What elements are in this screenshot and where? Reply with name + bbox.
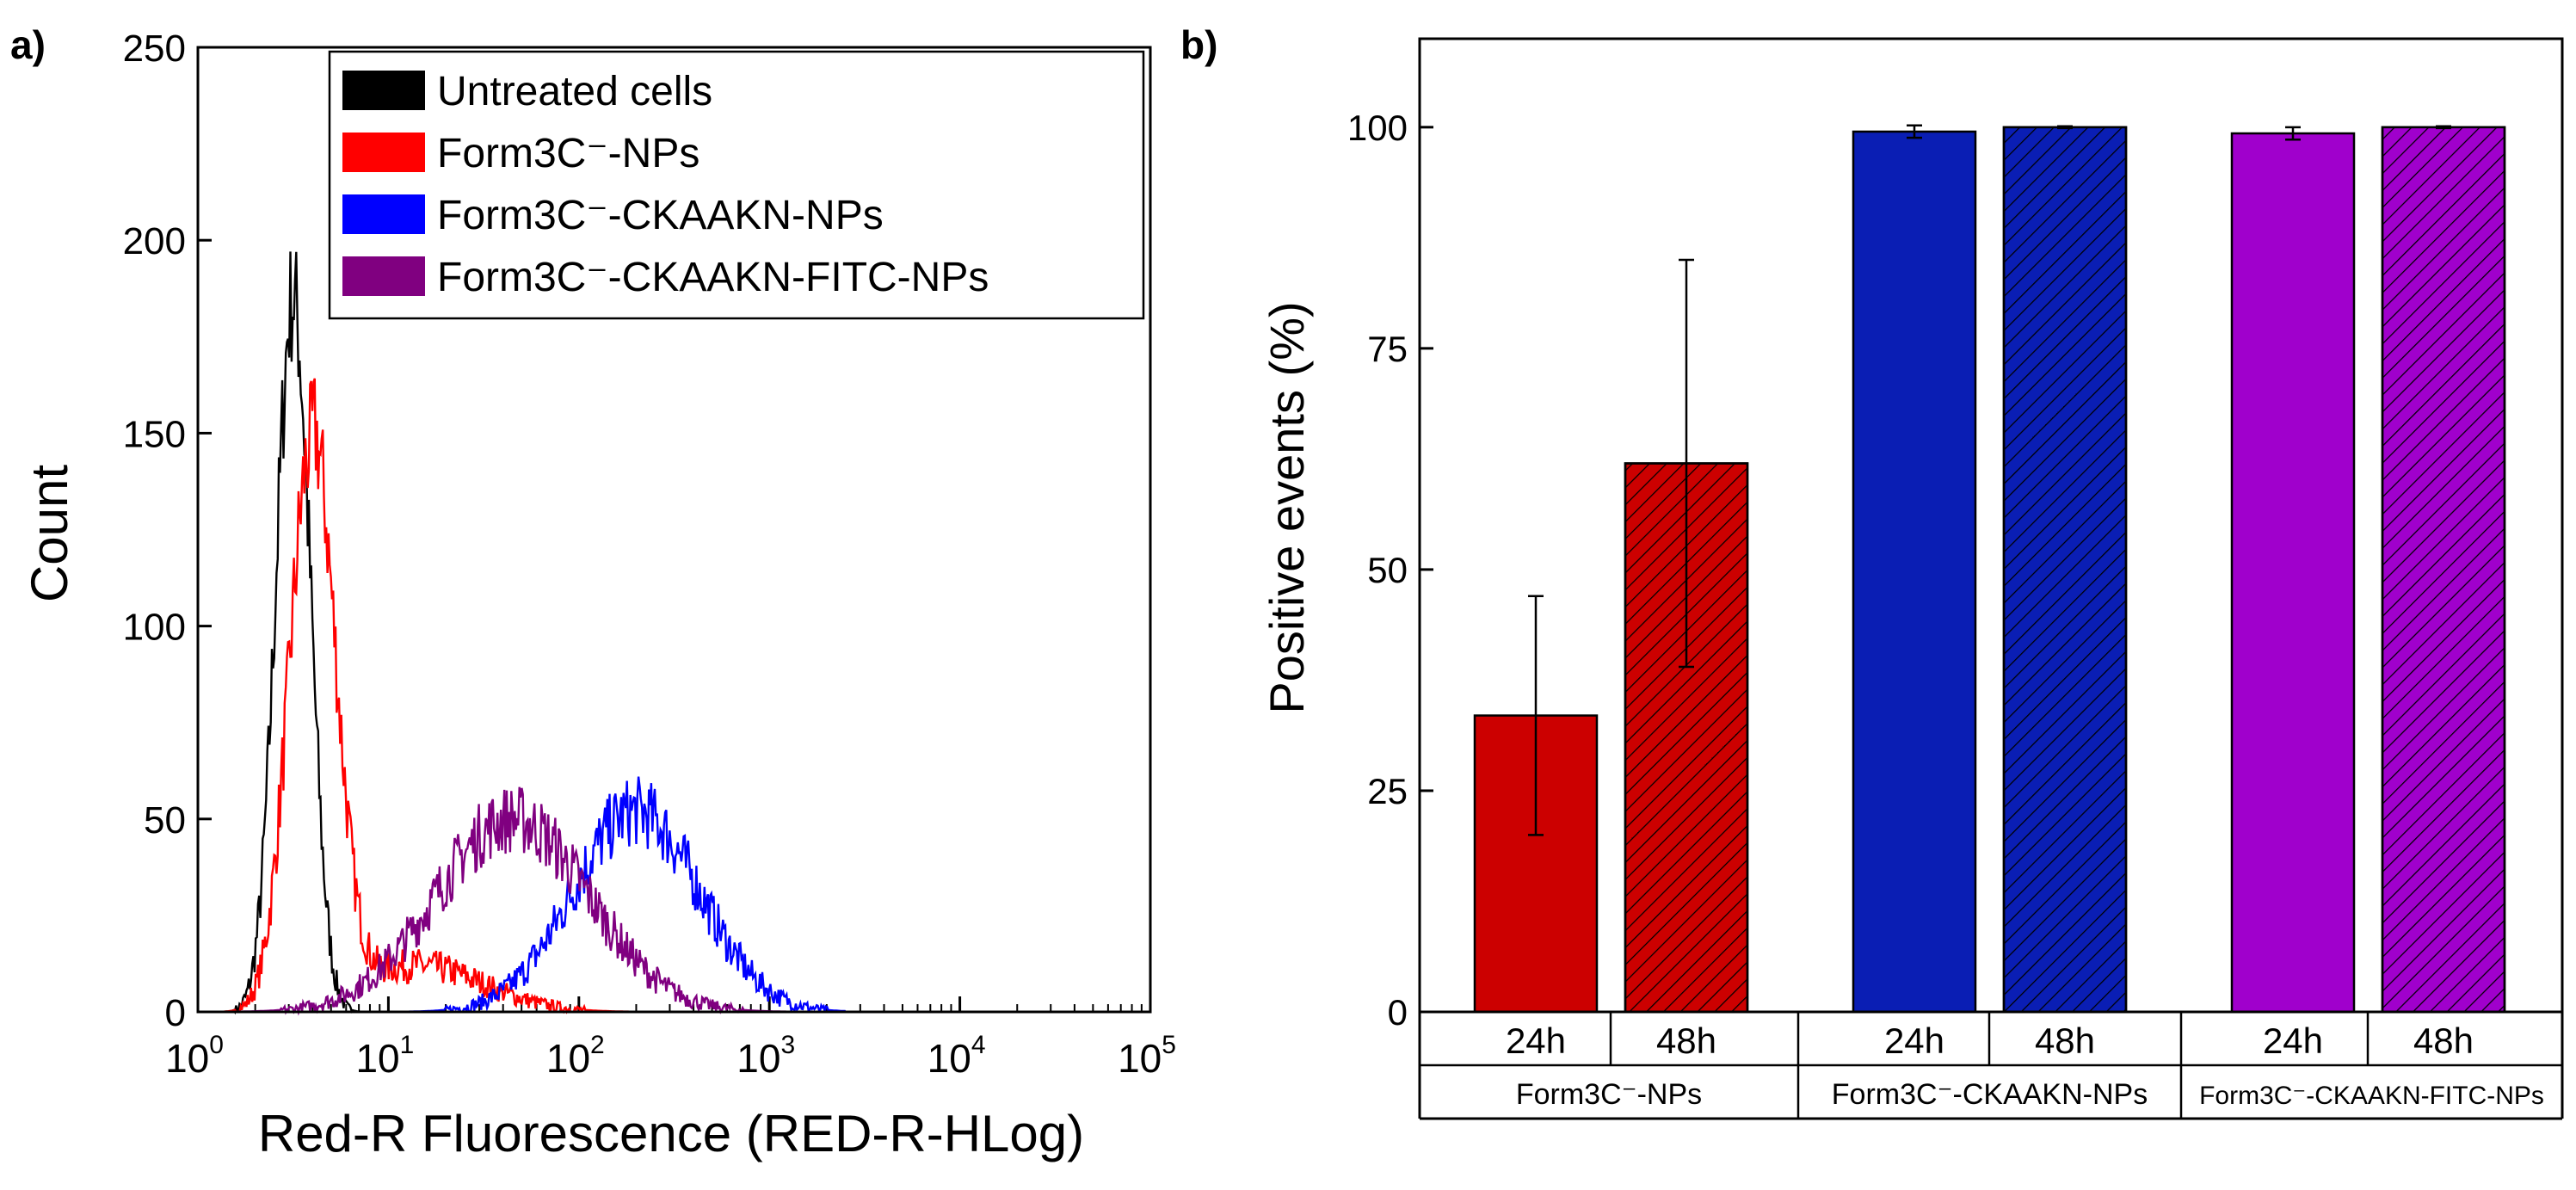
bar-category-table: 24h 48h 24h 48h 24h 48h Form3C⁻-NPs Form3C⁻-CKA… — [1418, 1012, 2564, 1120]
bar-plot-frame — [1418, 37, 2564, 1014]
histogram-y-tick-label: 200 — [123, 220, 186, 262]
histogram-x-ticks: 100 101 102 103 104 105 — [165, 996, 1176, 1081]
bar-time-label: 48h — [2413, 1020, 2474, 1061]
panel-label-b: b) — [1180, 22, 1217, 67]
histogram-legend-swatch — [342, 133, 425, 172]
histogram-y-tick-label: 150 — [123, 413, 186, 455]
histogram-series — [198, 251, 846, 1016]
histogram-legend-swatch — [342, 194, 425, 234]
bar-group-label: Form3C⁻-CKAAKN-FITC-NPs — [2199, 1082, 2544, 1110]
bar-time-label: 48h — [2035, 1020, 2095, 1061]
bar-y-ticks: 0 25 50 75 100 — [1347, 108, 1433, 1033]
histogram-legend-label: Form3C⁻-CKAAKN-FITC-NPs — [437, 255, 989, 300]
histogram-chart: 0 50 100 150 200 250 100 101 102 103 104 105 Untre… — [21, 28, 1176, 1162]
bar-y-tick-label: 0 — [1388, 992, 1408, 1033]
histogram-x-tick-label: 100 — [165, 1031, 224, 1081]
bar-series — [1473, 124, 2506, 1014]
bar-hatch — [2002, 126, 2128, 1014]
bar-time-label: 24h — [1884, 1020, 1944, 1061]
histogram-legend-label: Form3C⁻-NPs — [437, 131, 699, 176]
histogram-series-line — [198, 378, 846, 1014]
histogram-x-axis-label: Red-R Fluorescence (RED-R-HLog) — [258, 1105, 1084, 1162]
bar-hatch — [2381, 126, 2506, 1014]
histogram-series-line — [198, 786, 846, 1016]
histogram-y-tick-label: 0 — [165, 992, 186, 1034]
bar-y-tick-label: 25 — [1367, 771, 1408, 811]
bar-time-label: 48h — [1656, 1020, 1716, 1061]
histogram-legend-swatch — [342, 71, 425, 110]
histogram-series-line — [198, 776, 846, 1014]
histogram-y-tick-label: 50 — [144, 799, 186, 842]
bar-y-tick-label: 75 — [1367, 329, 1408, 369]
bar — [1852, 130, 1977, 1014]
histogram-y-tick-label: 250 — [123, 28, 186, 70]
histogram-legend-label: Form3C⁻-CKAAKN-NPs — [437, 193, 884, 238]
histogram-legend-swatch — [342, 256, 425, 296]
bar-group-label: Form3C⁻-NPs — [1516, 1078, 1702, 1111]
histogram-legend-label: Untreated cells — [437, 69, 712, 114]
bar-time-label: 24h — [1506, 1020, 1566, 1061]
histogram-y-axis-label: Count — [21, 465, 78, 602]
panel-label-a: a) — [10, 22, 46, 67]
bar-y-axis-label: Positive events (%) — [1260, 301, 1314, 713]
bar-y-tick-label: 50 — [1367, 550, 1408, 590]
histogram-y-tick-label: 100 — [123, 607, 186, 649]
histogram-x-tick-label: 102 — [546, 1031, 605, 1081]
bar-chart: 0 25 50 75 100 24h 48h 24h 48h 24h 48h Form3C⁻-NPs… — [1260, 37, 2564, 1120]
histogram-series-line — [198, 251, 846, 1015]
histogram-y-ticks: 0 50 100 150 200 250 — [123, 28, 212, 1034]
histogram-legend: Untreated cells Form3C⁻-NPs Form3C⁻-CKAAKN… — [328, 50, 1145, 320]
bar-y-tick-label: 100 — [1347, 108, 1408, 148]
histogram-plot-frame — [196, 46, 1152, 1014]
bar-time-label: 24h — [2263, 1020, 2323, 1061]
bar-group-label: Form3C⁻-CKAAKN-NPs — [1832, 1078, 2148, 1111]
bar — [2230, 132, 2356, 1014]
histogram-x-tick-label: 101 — [355, 1031, 414, 1081]
histogram-x-tick-label: 104 — [927, 1031, 986, 1081]
histogram-x-tick-label: 105 — [1118, 1031, 1176, 1081]
histogram-x-tick-label: 103 — [736, 1031, 795, 1081]
histogram-legend-box — [328, 50, 1145, 320]
